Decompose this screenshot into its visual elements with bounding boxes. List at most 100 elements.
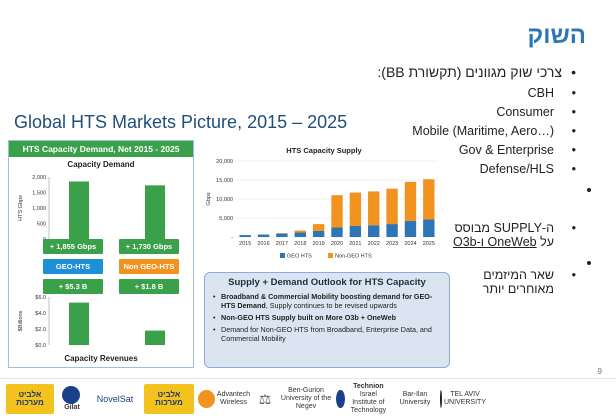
rev-pill-nongeo: + $1.8 B — [119, 279, 179, 294]
outlook-title: Supply + Demand Outlook for HTS Capacity — [228, 277, 426, 288]
advantech-text: Advantech — [216, 391, 250, 398]
demand-ytick: 1,000 — [32, 206, 46, 212]
gilat-icon — [62, 386, 80, 404]
novelsat-logo: NovelSat — [96, 394, 134, 404]
outlook-item-0-rest: , Supply continues to be revised upwards — [265, 301, 397, 310]
supply-bar-geo-hts-2025 — [423, 219, 435, 237]
revenue-ylabel: $Billions — [18, 311, 24, 332]
barilan-logo: Bar-Ilan University — [399, 391, 431, 406]
outlook-item-0: Broadband & Commercial Mobility boosting… — [213, 292, 441, 310]
bullet-supply: ה-SUPPLY מבוסס על OneWeb ו-O3b — [296, 221, 576, 249]
bullet-sub-0: CBH — [296, 86, 576, 100]
revenue-bar-0 — [69, 302, 89, 345]
advantech-icon — [198, 390, 215, 408]
capacity-demand-panel: HTS Capacity Demand, Net 2015 - 2025 Cap… — [8, 140, 194, 368]
supply-bar-geo-hts-2021 — [349, 225, 362, 237]
panel-header: HTS Capacity Demand, Net 2015 - 2025 — [9, 141, 193, 157]
sponsor-logos: אלביט מערכות Gilat NovelSat אלביט מערכות… — [0, 378, 616, 419]
supply-bar-geo-hts-2019 — [312, 230, 325, 237]
advantech-text-wrap: Advantech Wireless — [217, 391, 250, 407]
hts-title: Global HTS Markets Picture, 2015 – 2025 — [14, 112, 348, 132]
supply-bar-non-geo-hts-2024 — [404, 181, 417, 222]
supply-bar-non-geo-hts-2025 — [423, 179, 435, 220]
bullet-list: צרכי שוק מגוונים (תקשורת BB): CBH Consum… — [296, 64, 576, 301]
supply-xtick: 2025 — [423, 241, 435, 247]
outlook-item-1-bold: Non-GEO HTS Supply built on More O3b + O… — [221, 313, 396, 322]
demand-ytick: 1,500 — [32, 191, 46, 197]
supply-legend-swatch-1 — [328, 253, 333, 258]
bgu-logo: Ben-Gurion University of the Negev — [280, 387, 332, 410]
outlook-item-2-rest: Demand for Non-GEO HTS from Broadband, E… — [221, 325, 432, 343]
supply-ytick: 20,000 — [216, 159, 233, 165]
supply-legend-swatch-0 — [280, 253, 285, 258]
supply-legend-label-1: Non-GEO HTS — [335, 254, 372, 260]
supply-bar-geo-hts-2024 — [404, 221, 417, 237]
slide-title: השוק — [527, 22, 586, 49]
supply-bar-non-geo-hts-2023 — [386, 188, 398, 225]
revenue-chart-svg: $0.0 $2.0 $4.0 $6.0 $Billions — [18, 295, 165, 349]
supply-line2-pre: על — [536, 235, 554, 249]
bullet-sub-2: Mobile (Maritime, Aero…) — [296, 124, 576, 138]
nongeo-label: Non GEO-HTS — [119, 259, 179, 274]
supply-bar-geo-hts-2016 — [257, 234, 270, 237]
supply-chart-title: HTS Capacity Supply — [286, 146, 362, 155]
supply-ytick: 15,000 — [216, 178, 233, 184]
supply-xtick: 2016 — [257, 241, 269, 247]
bullet-sub-1: Consumer — [296, 105, 576, 119]
supply-bar-geo-hts-2018 — [294, 232, 306, 237]
demand-ytick: 2,000 — [32, 175, 46, 181]
supply-link[interactable]: OneWeb ו-O3b — [452, 235, 537, 249]
ministry-emblem-icon: ⚖ — [258, 391, 272, 407]
geo-label: GEO-HTS — [43, 259, 103, 274]
technion-sub: Israel Institute of Technology — [350, 391, 387, 414]
gilat-text: Gilat — [64, 404, 80, 411]
tau-text: TEL AVIV UNIVERSITY — [443, 391, 486, 406]
bullet-sub-4: Defense/HLS — [296, 162, 576, 176]
supply-xtick: 2017 — [276, 241, 288, 247]
supply-xtick: 2019 — [313, 241, 325, 247]
demand-bar-0 — [69, 181, 89, 239]
rev-pill-geo: + $5.3 B — [43, 279, 103, 294]
demand-ylabel: HTS Gbps — [18, 195, 24, 221]
supply-ytick: - — [231, 235, 233, 241]
bullet-sub-3: Gov & Enterprise — [296, 143, 576, 157]
gilat-logo: Gilat — [58, 384, 86, 414]
technion-text: Technion — [353, 383, 384, 390]
supply-ylabel: Gbps — [206, 192, 212, 205]
revenue-ytick: $0.0 — [35, 343, 46, 349]
advantech-sub: Wireless — [220, 399, 247, 406]
demand-title: Capacity Demand — [67, 160, 135, 169]
supply-ytick: 5,000 — [219, 216, 233, 222]
supply-ytick: 10,000 — [216, 197, 233, 203]
revenue-ytick: $6.0 — [35, 295, 46, 301]
revenue-title: Capacity Revenues — [64, 354, 138, 363]
supply-chart: HTS Capacity Supply - 5,000 10,000 15,000 20… — [204, 146, 444, 264]
demand-pill-geo: + 1,855 Gbps — [43, 239, 103, 254]
tau-icon — [440, 390, 442, 408]
supply-bar-non-geo-hts-2019 — [312, 224, 325, 231]
page-number: 9 — [597, 367, 602, 376]
supply-xtick: 2020 — [331, 241, 343, 247]
supply-xtick: 2021 — [349, 241, 361, 247]
outlook-item-0-bold: Broadband & Commercial Mobility boosting… — [221, 292, 433, 310]
supply-xtick: 2022 — [368, 241, 380, 247]
advantech-logo: Advantech Wireless — [198, 384, 250, 414]
supply-bar-non-geo-hts-2021 — [349, 192, 362, 226]
revenue-bar-1 — [145, 330, 165, 345]
elbit-logo: אלביט מערכות — [6, 384, 54, 414]
technion-icon — [336, 390, 345, 408]
supply-chart-svg: - 5,000 10,000 15,000 20,000 Gbps 2015 2016 2017… — [206, 159, 438, 260]
outlook-box: Supply + Demand Outlook for HTS Capacity… — [204, 272, 450, 368]
outlook-list: Broadband & Commercial Mobility boosting… — [213, 292, 441, 343]
technion-logo: Technion Israel Institute of Technology — [336, 383, 390, 415]
revenue-ytick: $2.0 — [35, 327, 46, 333]
demand-pill-nongeo: + 1,730 Gbps — [119, 239, 179, 254]
supply-bar-geo-hts-2015 — [239, 235, 251, 237]
outlook-item-1: Non-GEO HTS Supply built on More O3b + O… — [213, 313, 441, 322]
supply-bar-geo-hts-2017 — [276, 233, 288, 237]
technion-text-wrap: Technion Israel Institute of Technology — [347, 383, 390, 415]
revenue-chart: $0.0 $2.0 $4.0 $6.0 $Billions — [15, 293, 191, 349]
bullet-players: שאר המיזמים מאוחרים יותר — [296, 268, 576, 296]
